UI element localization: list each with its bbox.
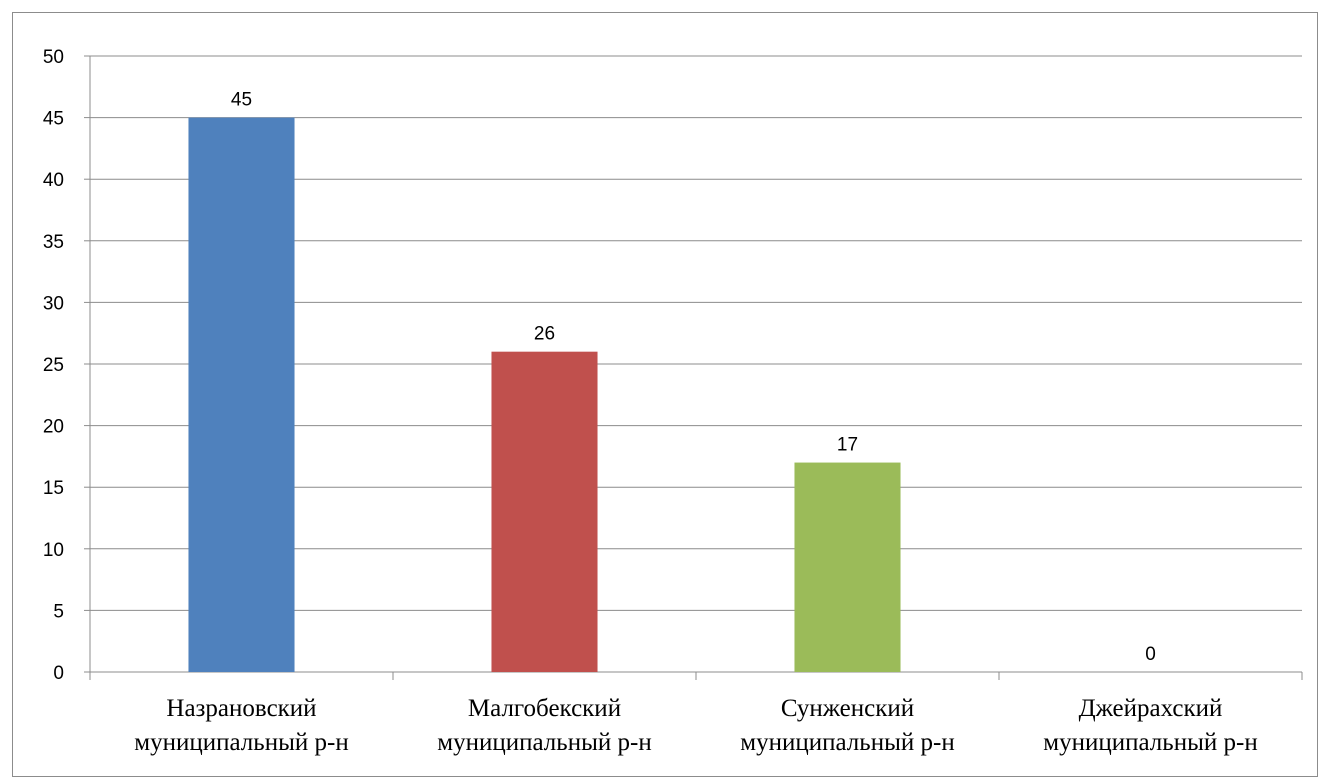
y-tick-label: 20: [43, 417, 64, 438]
y-tick-label: 25: [43, 355, 64, 376]
y-tick-label: 0: [53, 663, 64, 684]
data-label: 45: [231, 90, 252, 111]
data-label: 26: [534, 324, 555, 345]
y-tick-label: 45: [43, 109, 64, 130]
x-category-label: Сунженский: [781, 695, 914, 722]
data-label: 0: [1145, 644, 1156, 665]
x-category-label: Назрановский: [166, 695, 316, 722]
x-category-label: муниципальный р-н: [740, 729, 954, 756]
y-tick-label: 15: [43, 478, 64, 499]
bar: [491, 351, 598, 672]
data-label: 17: [837, 435, 858, 456]
y-tick-label: 40: [43, 170, 64, 191]
x-category-label: Малгобекский: [468, 695, 621, 722]
x-category-label: Джейрахский: [1079, 695, 1223, 722]
y-tick-label: 50: [43, 47, 64, 68]
x-category-label: муниципальный р-н: [437, 729, 651, 756]
y-tick-label: 30: [43, 293, 64, 314]
x-category-label: муниципальный р-н: [134, 729, 348, 756]
y-tick-label: 35: [43, 232, 64, 253]
bar: [188, 117, 295, 673]
x-category-label: муниципальный р-н: [1043, 729, 1257, 756]
y-tick-label: 10: [43, 540, 64, 561]
y-tick-label: 5: [53, 601, 64, 622]
bar: [794, 462, 901, 672]
